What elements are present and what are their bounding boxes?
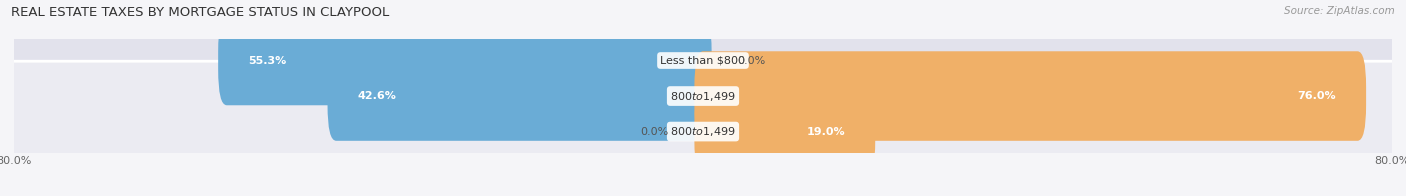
FancyBboxPatch shape xyxy=(328,51,711,141)
FancyBboxPatch shape xyxy=(695,87,875,176)
FancyBboxPatch shape xyxy=(218,16,711,105)
Text: Less than $800: Less than $800 xyxy=(661,55,745,65)
Text: 0.0%: 0.0% xyxy=(738,55,766,65)
Text: 42.6%: 42.6% xyxy=(357,91,396,101)
FancyBboxPatch shape xyxy=(0,0,1406,131)
FancyBboxPatch shape xyxy=(695,51,1367,141)
Text: 19.0%: 19.0% xyxy=(807,127,845,137)
Text: 0.0%: 0.0% xyxy=(640,127,669,137)
Text: $800 to $1,499: $800 to $1,499 xyxy=(671,125,735,138)
FancyBboxPatch shape xyxy=(0,26,1406,166)
FancyBboxPatch shape xyxy=(0,61,1406,196)
Text: 76.0%: 76.0% xyxy=(1298,91,1336,101)
Text: REAL ESTATE TAXES BY MORTGAGE STATUS IN CLAYPOOL: REAL ESTATE TAXES BY MORTGAGE STATUS IN … xyxy=(11,6,389,19)
Text: $800 to $1,499: $800 to $1,499 xyxy=(671,90,735,103)
Text: 55.3%: 55.3% xyxy=(249,55,287,65)
Text: Source: ZipAtlas.com: Source: ZipAtlas.com xyxy=(1284,6,1395,16)
